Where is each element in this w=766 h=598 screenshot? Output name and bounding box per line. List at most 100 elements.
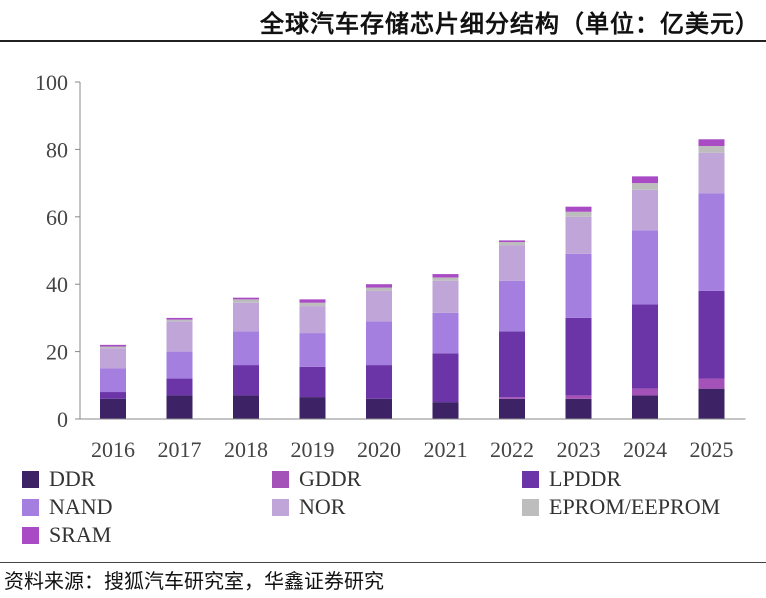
bar-segment-eprom-eeprom: EPROM/EEPROM 2017: 0.5 [166,319,193,322]
bar-segment-eprom-eeprom: EPROM/EEPROM 2016: 0.5 [100,346,126,349]
bar-segment-lpddr: LPDDR 2024: 25 [632,304,658,389]
bar-segment-sram: SRAM 2024: 2 [632,176,658,184]
bar-segment-ddr: DDR 2017: 7 [166,395,193,419]
bar-segment-nand: NAND 2018: 10 [233,331,259,366]
bar-segment-nand: NAND 2024: 22 [632,230,658,305]
x-tick-label: 2016 [91,437,135,462]
bar-segment-nor: NOR 2016: 6 [100,348,126,369]
bar-segment-lpddr: LPDDR 2019: 9 [299,366,326,398]
legend-label: LPDDR [549,466,622,491]
bar-segment-ddr: DDR 2021: 5 [432,402,459,419]
x-tick-label: 2018 [224,437,268,462]
x-tick-label: 2023 [557,437,601,462]
legend-label: NOR [299,494,346,519]
legend-label: NAND [49,494,113,519]
bar-segment-eprom-eeprom: EPROM/EEPROM 2024: 2 [632,183,658,190]
x-tick-label: 2021 [424,437,468,462]
bar-segment-ddr: DDR 2018: 7 [233,395,259,419]
bar-segment-lpddr: LPDDR 2018: 9 [233,365,259,396]
legend-swatch [522,498,539,516]
bar-segment-gddr: GDDR 2025: 3 [698,378,725,389]
bar-segment-ddr: DDR 2024: 7 [632,395,658,419]
bar-segment-eprom-eeprom: EPROM/EEPROM 2018: 1 [233,299,259,303]
bar-segment-sram: SRAM 2021: 1 [432,274,459,278]
bar-segment-ddr: DDR 2020: 6 [366,398,392,419]
legend-label: GDDR [299,466,362,491]
x-tick-label: 2025 [690,437,734,462]
bar-segment-nor: NOR 2018: 8.5 [233,302,259,332]
bar-segment-lpddr: LPDDR 2017: 5 [166,378,193,396]
bar-segment-sram: SRAM 2016: 0.5 [100,344,126,347]
bar-segment-gddr: GDDR 2024: 2 [632,388,658,396]
bar-segment-sram: SRAM 2025: 2 [698,139,725,147]
legend-label: SRAM [49,522,112,547]
chart-title: 全球汽车存储芯片细分结构（单位：亿美元） [260,10,760,38]
y-tick-label: 0 [57,407,68,432]
legend-item: NAND [22,494,113,519]
bar-segment-sram: SRAM 2020: 1 [366,284,392,288]
bar-segment-nor: NOR 2024: 12 [632,189,658,231]
bar-segment-lpddr: LPDDR 2016: 2 [100,392,126,399]
bar-segment-sram: SRAM 2017: 0.5 [166,317,193,320]
legend-label: EPROM/EEPROM [549,494,721,519]
legend-swatch [522,470,539,488]
y-tick-label: 20 [46,340,68,365]
bar-segment-nor: NOR 2025: 12 [698,152,725,194]
bar-segment-ddr: DDR 2023: 6 [565,398,592,419]
bar-segment-lpddr: LPDDR 2023: 23 [565,317,592,396]
bar-segment-nand: NAND 2016: 7 [100,368,126,393]
source-divider [0,562,766,563]
x-tick-label: 2017 [158,437,202,462]
title-divider [0,40,766,42]
bar-segment-lpddr: LPDDR 2022: 19.5 [499,331,525,398]
bar-segment-nand: NAND 2019: 10 [299,333,326,367]
x-tick-label: 2019 [291,437,335,462]
legend-item: EPROM/EEPROM [522,494,721,519]
legend-swatch [272,498,289,516]
bar-segment-ddr: DDR 2025: 9 [698,388,725,419]
bar-segment-nor: NOR 2019: 8 [299,306,326,334]
legend: DDR GDDR LPDDR NAND NOR EPROM/EEPROM SRAM [0,466,766,557]
bar-segment-ddr: DDR 2022: 6 [499,398,525,419]
legend-item: SRAM [22,522,112,547]
bar-segment-eprom-eeprom: EPROM/EEPROM 2023: 1.5 [565,211,592,217]
x-tick-label: 2024 [623,437,667,462]
bar-segment-lpddr: LPDDR 2021: 14.5 [432,353,459,403]
bar-segment-sram: SRAM 2023: 1.5 [565,206,592,212]
bar-segment-nand: NAND 2023: 19 [565,253,592,318]
legend-label: DDR [49,466,96,491]
bar-segment-eprom-eeprom: EPROM/EEPROM 2019: 1 [299,302,326,307]
bar-segment-eprom-eeprom: EPROM/EEPROM 2025: 2 [698,146,725,153]
x-axis: 2016 2017 2018 2019 2020 2021 2022 2023 2024 2025 [80,418,746,462]
bar-segment-nand: NAND 2017: 8 [166,351,193,379]
legend-swatch [22,470,39,488]
x-tick-label: 2022 [490,437,534,462]
x-tick-label: 2020 [357,437,401,462]
bar-segment-nand: NAND 2021: 12 [432,312,459,354]
bar-segment-ddr: DDR 2016: 6 [100,398,126,419]
legend-item: GDDR [272,466,362,491]
y-tick-label: 60 [46,205,68,230]
legend-swatch [272,470,289,488]
y-tick-label: 80 [46,137,68,162]
bar-segment-nand: NAND 2022: 15 [499,280,525,332]
legend-swatch [22,526,39,544]
source-note: 资料来源：搜狐汽车研究室，华鑫证券研究 [4,569,384,593]
bar-segment-lpddr: LPDDR 2025: 26 [698,290,725,379]
bar-segment-nand: NAND 2025: 29 [698,193,725,291]
bar-segment-ddr: DDR 2019: 6.5 [299,397,326,419]
y-tick-label: 40 [46,272,68,297]
bar-segment-nor: NOR 2021: 9.5 [432,280,459,313]
bar-segment-lpddr: LPDDR 2020: 10 [366,365,392,399]
bar-segment-eprom-eeprom: EPROM/EEPROM 2021: 1 [432,277,459,281]
y-tick-label: 100 [35,70,68,95]
bar-segment-gddr: GDDR 2023: 1 [565,395,592,399]
bar-segment-nor: NOR 2017: 9 [166,321,193,352]
bars-group: DDR 2016: 6LPDDR 2016: 2NAND 2016: 7NOR … [100,139,725,419]
bar-segment-gddr: GDDR 2022: 0.5 [499,397,525,399]
legend-item: NOR [272,494,346,519]
bar-segment-sram: SRAM 2022: 0.5 [499,240,525,243]
legend-item: LPDDR [522,466,622,491]
bar-segment-nor: NOR 2023: 11 [565,216,592,254]
